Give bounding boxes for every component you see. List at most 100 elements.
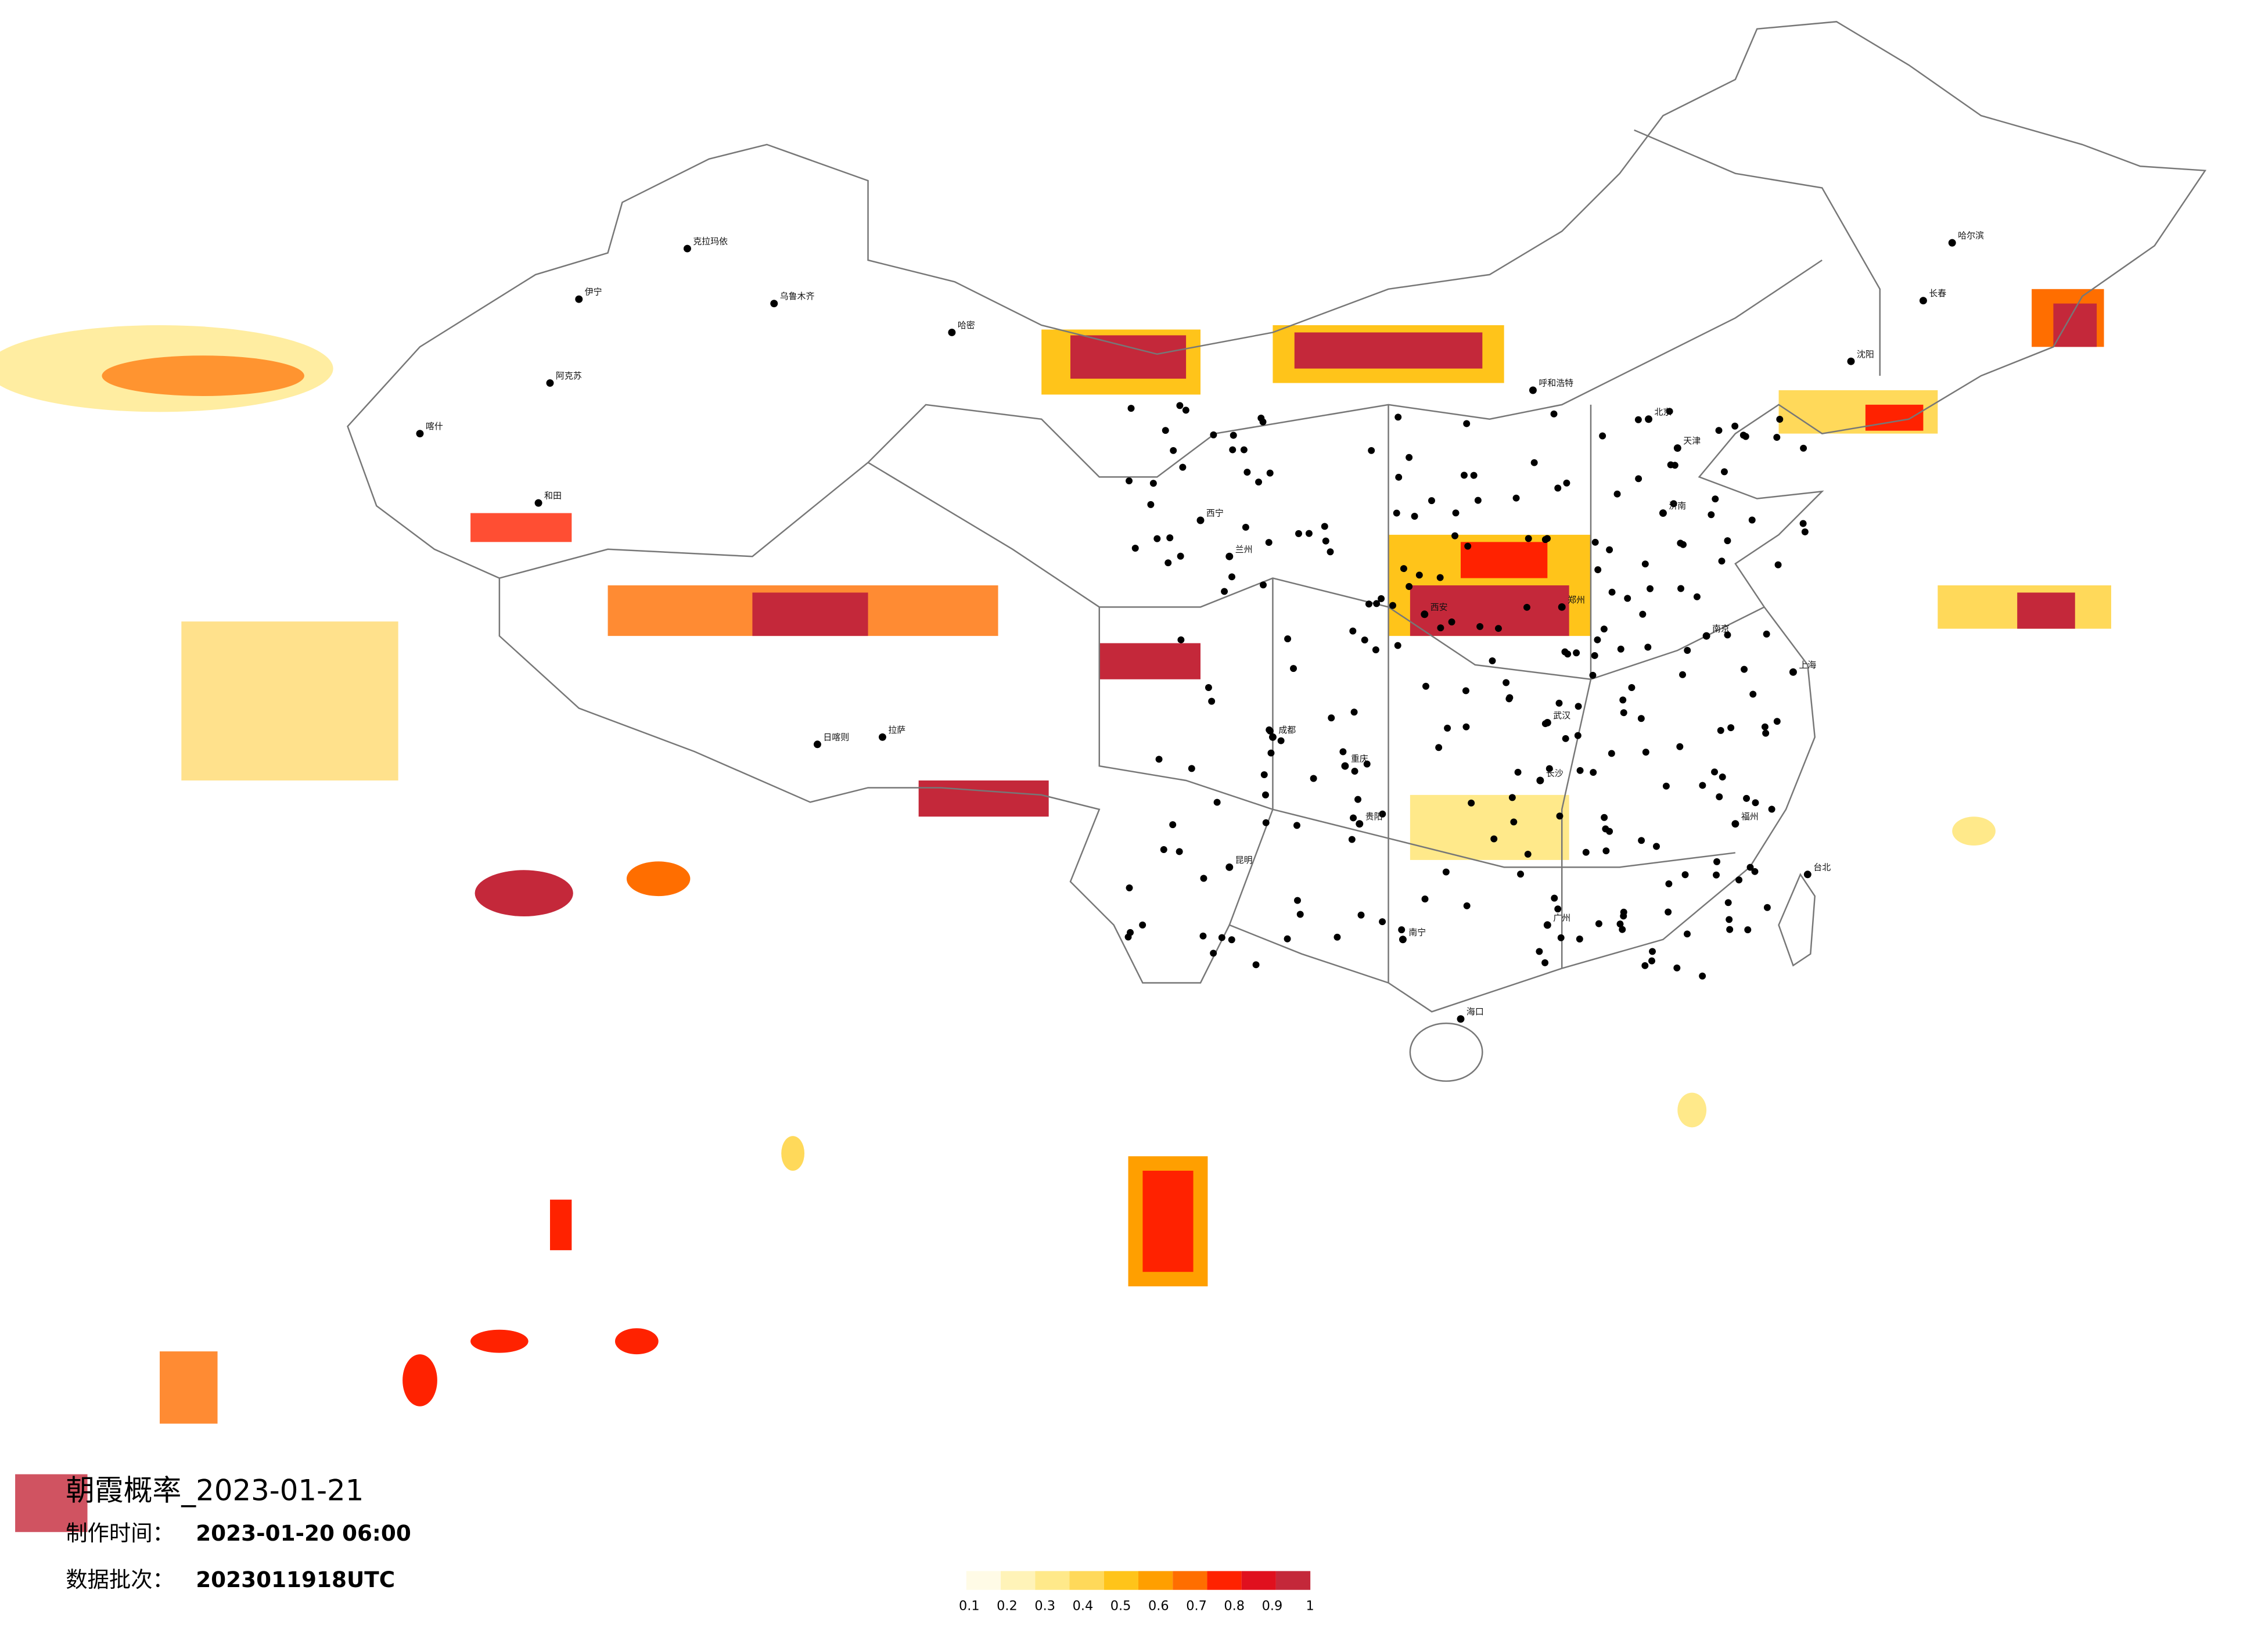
city-label: 南京 xyxy=(1712,624,1730,634)
city-dot xyxy=(1442,868,1450,876)
city-dot xyxy=(1558,603,1566,611)
city-dot xyxy=(1421,895,1429,903)
city-dot xyxy=(1398,926,1406,934)
city-dot xyxy=(1290,665,1297,672)
city-dot xyxy=(1699,782,1706,789)
city-dot xyxy=(1394,413,1402,421)
city-dot xyxy=(1761,723,1769,731)
city-dot xyxy=(1530,459,1538,466)
city-label: 长沙 xyxy=(1546,768,1563,779)
city-dot xyxy=(1368,447,1375,454)
city-dot xyxy=(1589,671,1597,679)
city-dot xyxy=(1673,444,1681,452)
city-dot xyxy=(1155,756,1163,763)
city-dot xyxy=(1800,444,1807,452)
title: 朝霞概率_2023-01-21 xyxy=(66,1473,364,1507)
city-dot xyxy=(1726,926,1734,933)
city-dot xyxy=(1262,791,1269,798)
city-dot xyxy=(1327,548,1334,556)
city-label: 西安 xyxy=(1430,602,1448,612)
city-dot xyxy=(1164,559,1172,567)
city-dot xyxy=(1166,534,1174,542)
city-label: 兰州 xyxy=(1235,544,1253,555)
city-dot xyxy=(1574,732,1582,739)
city-dot xyxy=(1718,557,1726,565)
city-dot xyxy=(1489,657,1496,664)
city-dot xyxy=(1169,821,1177,829)
city-dot xyxy=(1744,926,1752,934)
city-dot xyxy=(1255,479,1263,486)
city-dot xyxy=(1176,402,1184,409)
legend-swatch xyxy=(966,1571,1001,1590)
city-dot xyxy=(1649,948,1656,955)
city-label: 克拉玛依 xyxy=(693,236,728,247)
legend-tick: 0.9 xyxy=(1262,1599,1283,1614)
city-dot xyxy=(1210,431,1217,438)
city-dot xyxy=(1617,645,1624,653)
city-dot xyxy=(1322,537,1329,545)
city-dot xyxy=(1462,723,1470,731)
city-dot xyxy=(1803,870,1811,879)
city-dot xyxy=(1681,871,1689,879)
city-dot xyxy=(1576,767,1584,774)
city-dot xyxy=(1395,473,1403,481)
legend-swatch xyxy=(1138,1571,1173,1590)
city-dot xyxy=(1671,462,1678,469)
city-dot xyxy=(1310,775,1317,782)
city-dot xyxy=(1699,972,1706,980)
legend-tick: 0.3 xyxy=(1034,1599,1055,1614)
city-dot xyxy=(1476,623,1484,630)
city-dot xyxy=(1243,469,1251,476)
city-dot xyxy=(1208,697,1216,705)
city-dot xyxy=(1228,573,1235,581)
city-dot xyxy=(1716,793,1723,801)
city-label: 贵阳 xyxy=(1365,811,1383,822)
city-dot xyxy=(1752,799,1759,807)
city-dot xyxy=(1373,600,1381,607)
city-dot xyxy=(1474,497,1482,504)
city-dot xyxy=(1415,571,1423,579)
city-dot xyxy=(813,740,821,749)
city-dot xyxy=(1602,847,1610,855)
legend-swatch xyxy=(1275,1571,1311,1590)
city-label: 哈尔滨 xyxy=(1958,231,1984,241)
city-dot xyxy=(1555,699,1563,707)
city-dot xyxy=(1948,239,1956,247)
city-dot xyxy=(1321,523,1328,530)
city-dot xyxy=(1494,625,1502,632)
city-dot xyxy=(1679,671,1687,678)
city-dot xyxy=(1305,530,1313,537)
city-dot xyxy=(1468,799,1475,807)
city-dot xyxy=(1731,820,1739,828)
boundaries xyxy=(347,21,2207,1082)
city-dot xyxy=(1295,530,1302,537)
city-dot xyxy=(1242,523,1249,531)
city-dot xyxy=(1296,911,1304,918)
legend-swatch xyxy=(1001,1571,1036,1590)
city-dot xyxy=(1551,894,1558,902)
city-dot xyxy=(1512,494,1520,502)
city-dot xyxy=(1127,929,1134,936)
city-dot xyxy=(1642,749,1649,756)
city-dot xyxy=(1229,446,1237,454)
city-label: 长春 xyxy=(1929,288,1946,298)
city-dot xyxy=(1600,625,1608,633)
city-dot xyxy=(1659,509,1667,517)
city-dot xyxy=(1284,935,1291,942)
city-dot xyxy=(1724,631,1731,639)
legend-swatch xyxy=(1207,1571,1242,1590)
city-dot xyxy=(1160,846,1167,853)
city-dot xyxy=(683,244,691,253)
city-dot xyxy=(1379,810,1386,818)
city-dot xyxy=(1463,902,1471,909)
city-dot xyxy=(1677,539,1684,547)
city-dot xyxy=(1748,516,1756,524)
city-dot xyxy=(1726,916,1733,923)
city-dot xyxy=(1536,776,1544,785)
city-dot xyxy=(1523,603,1530,611)
city-dot xyxy=(1608,750,1615,757)
city-dot xyxy=(1645,415,1653,423)
city-dot xyxy=(1221,588,1228,595)
legend-swatch xyxy=(1069,1571,1104,1590)
